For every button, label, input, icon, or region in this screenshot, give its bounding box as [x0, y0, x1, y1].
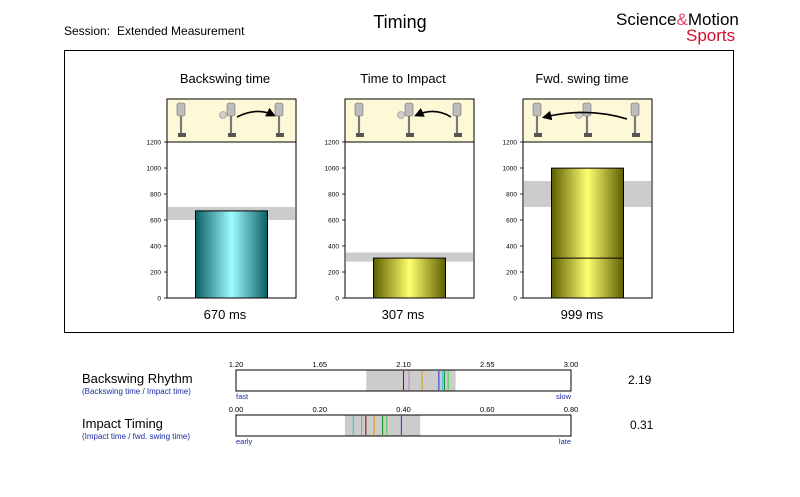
golfer-clubhead-icon	[632, 133, 640, 137]
timing-charts: 0 200 400 600 800 1000 1200 0 200 400 600 800 1000 12…	[147, 98, 653, 303]
scale-reference-band	[366, 370, 456, 391]
y-tick-label: 400	[328, 244, 339, 251]
scale-right-label: slow	[556, 392, 572, 401]
backswing-rhythm-subtitle: (Backswing time / Impact time)	[82, 387, 191, 396]
y-tick-label: 600	[506, 218, 517, 225]
y-tick-label: 1200	[325, 140, 340, 147]
scale-border	[235, 414, 572, 437]
golfer-grip-icon	[630, 102, 640, 117]
brand-motion: Motion	[687, 10, 739, 29]
swing-arrow-icon	[541, 110, 628, 121]
impact-timing-scale: 0.00 0.20 0.40 0.60 0.80 early late	[229, 405, 579, 446]
golfer-grip-icon	[532, 102, 542, 117]
value-label-backswing: 670 ms	[203, 307, 247, 322]
timing-panel	[64, 50, 734, 333]
y-tick-label: 400	[506, 244, 517, 251]
y-tick-label: 1200	[147, 140, 162, 147]
y-tick-label: 800	[506, 192, 517, 199]
session-label: Session:	[64, 24, 111, 38]
scale-tick-label: 0.20	[312, 405, 327, 414]
golfer-grip-icon	[354, 102, 364, 117]
scale-tick-label: 2.55	[480, 360, 495, 369]
golfer-clubhead-icon	[534, 133, 542, 137]
y-tick-label: 1000	[503, 166, 518, 173]
y-tick-label: 200	[328, 270, 339, 277]
golfer-clubhead-icon	[406, 133, 414, 137]
value-label-impact: 307 ms	[381, 307, 425, 322]
swing-icon-strip	[166, 98, 297, 143]
brand-science: Science	[616, 10, 677, 29]
impact-timing-title: Impact Timing	[82, 416, 163, 431]
page-title: Timing	[373, 12, 427, 32]
golfer-grip-icon	[176, 102, 186, 117]
y-tick-label: 0	[335, 296, 339, 303]
scale-tick-label: 1.20	[229, 360, 244, 369]
golfer-grip-icon	[226, 102, 236, 117]
golfer-clubhead-icon	[178, 133, 186, 137]
scale-tick-label: 3.00	[564, 360, 579, 369]
y-tick-label: 0	[157, 296, 161, 303]
golfer-clubhead-icon	[356, 133, 364, 137]
bar	[195, 210, 268, 299]
swing-icon-strip	[522, 98, 653, 143]
y-tick-label: 400	[150, 244, 161, 251]
value-label-fwd-swing: 999 ms	[560, 307, 604, 322]
golfer-grip-icon	[274, 102, 284, 117]
swing-arrow-icon	[236, 107, 276, 118]
golfer-clubhead-icon	[228, 133, 236, 137]
impact-timing-value: 0.31	[630, 418, 654, 432]
chart-title-fwd-swing: Fwd. swing time	[535, 71, 629, 86]
impact-timing-subtitle: (Impact time / fwd. swing time)	[82, 432, 191, 441]
chart-title-backswing: Backswing time	[179, 71, 271, 86]
golf-ball-icon	[397, 111, 405, 119]
y-tick-label: 600	[328, 218, 339, 225]
scale-tick-label: 0.00	[229, 405, 244, 414]
y-tick-label: 0	[513, 296, 517, 303]
golf-ball-icon	[219, 111, 227, 119]
scale-tick-label: 0.80	[564, 405, 579, 414]
y-tick-label: 600	[150, 218, 161, 225]
y-tick-label: 800	[150, 192, 161, 199]
bar-chart-1: 0 200 400 600 800 1000 1200	[325, 98, 475, 303]
scale-tick-label: 0.40	[396, 405, 411, 414]
brand-ampersand: &	[676, 10, 688, 29]
backswing-rhythm-scale: 1.20 1.65 2.10 2.55 3.00 fast slow	[229, 360, 579, 401]
session-value: Extended Measurement	[117, 24, 245, 38]
swing-icon-strip	[344, 98, 475, 143]
y-tick-label: 1200	[503, 140, 518, 147]
chart-title-impact: Time to Impact	[360, 71, 446, 86]
y-tick-label: 200	[506, 270, 517, 277]
y-tick-label: 200	[150, 270, 161, 277]
scale-tick-label: 1.65	[312, 360, 327, 369]
swing-arrow-icon	[414, 108, 452, 118]
golfer-clubhead-icon	[454, 133, 462, 137]
y-tick-label: 1000	[147, 166, 162, 173]
y-tick-label: 800	[328, 192, 339, 199]
y-tick-label: 1000	[325, 166, 340, 173]
scale-left-label: fast	[236, 392, 249, 401]
scale-border	[235, 369, 572, 392]
scale-tick-label: 0.60	[480, 405, 495, 414]
bar	[373, 257, 446, 299]
scale-tick-label: 2.10	[396, 360, 411, 369]
rhythm-scales: 1.20 1.65 2.10 2.55 3.00 fast slow 0.00 0.20 0.40…	[229, 360, 579, 446]
brand-logo: Science&Motion	[616, 10, 739, 30]
scale-right-label: late	[559, 437, 571, 446]
golfer-grip-icon	[452, 102, 462, 117]
brand-sports: Sports	[686, 26, 736, 45]
golfer-grip-icon	[404, 102, 414, 117]
bar-chart-2: 0 200 400 600 800 1000 1200	[503, 98, 653, 303]
backswing-rhythm-title: Backswing Rhythm	[82, 371, 193, 386]
scale-left-label: early	[236, 437, 253, 446]
golfer-clubhead-icon	[276, 133, 284, 137]
bar-chart-0: 0 200 400 600 800 1000 1200	[147, 98, 297, 303]
golfer-clubhead-icon	[584, 133, 592, 137]
reference-band	[346, 252, 473, 262]
golfer-grip-icon	[582, 102, 592, 117]
bar	[551, 167, 624, 299]
backswing-rhythm-value: 2.19	[628, 373, 652, 387]
